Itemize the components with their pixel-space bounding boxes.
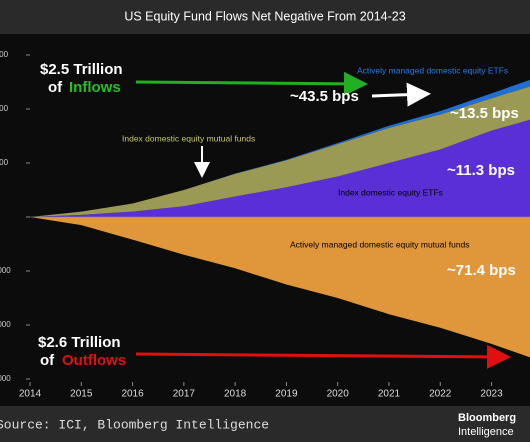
x-tick-label: 2017 bbox=[173, 389, 196, 400]
annotation: of bbox=[48, 79, 63, 96]
series-label: Actively managed domestic equity ETFs bbox=[357, 65, 508, 75]
x-tick-label: 2019 bbox=[275, 389, 298, 400]
annotation: ~43.5 bps bbox=[290, 88, 359, 105]
y-tick-label: -1,000 bbox=[0, 266, 11, 275]
area bbox=[30, 119, 530, 217]
logo: Intelligence bbox=[458, 426, 514, 438]
area bbox=[30, 86, 530, 217]
source: Source: ICI, Bloomberg Intelligence bbox=[0, 417, 269, 432]
x-tick-label: 2022 bbox=[429, 389, 452, 400]
annotation: $2.5 Trillion bbox=[40, 61, 123, 78]
annotation: $2.6 Trillion bbox=[38, 334, 121, 351]
y-tick-label: 3,000 bbox=[0, 50, 9, 59]
x-tick-label: 2015 bbox=[70, 389, 93, 400]
arrow bbox=[135, 71, 368, 96]
annotation: ~13.5 bps bbox=[450, 105, 519, 122]
area bbox=[30, 217, 530, 358]
logo: Bloomberg bbox=[458, 412, 516, 424]
series-label: Actively managed domestic equity mutual … bbox=[290, 239, 470, 249]
x-tick-label: 2020 bbox=[327, 389, 350, 400]
y-tick-label: -2,000 bbox=[0, 320, 11, 329]
arrow bbox=[371, 82, 431, 107]
y-tick-label: 1,000 bbox=[0, 158, 9, 167]
y-tick-label: 2,000 bbox=[0, 104, 9, 113]
title-bar bbox=[0, 0, 530, 34]
x-tick-label: 2016 bbox=[121, 389, 144, 400]
annotation: ~71.4 bps bbox=[447, 262, 516, 279]
series-label: Index domestic equity mutual funds bbox=[122, 133, 255, 143]
x-tick-label: 2014 bbox=[19, 389, 42, 400]
footer-bar bbox=[0, 406, 530, 442]
annotation: of bbox=[40, 352, 55, 369]
x-tick-label: 2018 bbox=[224, 389, 247, 400]
annotation: ~11.3 bps bbox=[447, 162, 515, 179]
x-tick-label: 2021 bbox=[378, 389, 401, 400]
x-tick-label: 2023 bbox=[480, 389, 503, 400]
y-tick-label: -3,000 bbox=[0, 374, 11, 383]
series-label: Index domestic equity ETFs bbox=[338, 187, 443, 197]
annotation: Outflows bbox=[62, 352, 126, 369]
arrow bbox=[135, 344, 511, 369]
chart-title: US Equity Fund Flows Net Negative From 2… bbox=[124, 9, 405, 23]
annotation: Inflows bbox=[69, 79, 121, 96]
